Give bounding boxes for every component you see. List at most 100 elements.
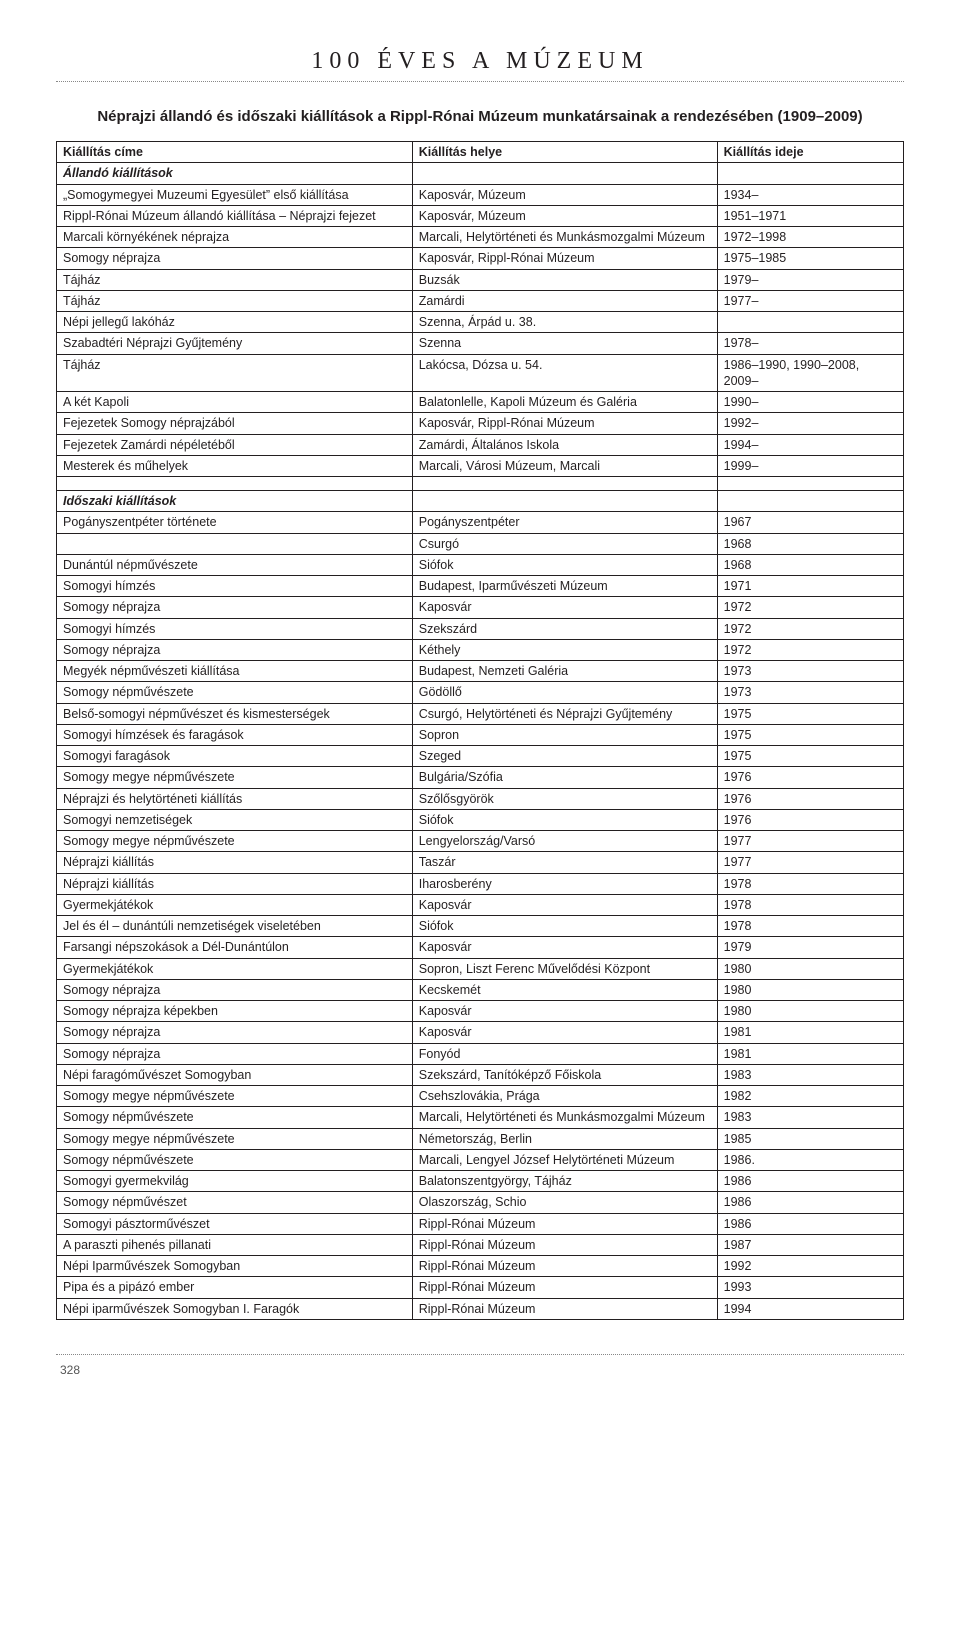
spacer-cell bbox=[717, 477, 903, 491]
table-row: Somogyi faragásokSzeged1975 bbox=[57, 746, 904, 767]
page-title: 100 ÉVES A MÚZEUM bbox=[56, 48, 904, 75]
table-spacer-row bbox=[57, 477, 904, 491]
table-row: Dunántúl népművészeteSiófok1968 bbox=[57, 554, 904, 575]
cell-time: 1951–1971 bbox=[717, 205, 903, 226]
table-row: Farsangi népszokások a Dél-DunántúlonKap… bbox=[57, 937, 904, 958]
table-header-row: Kiállítás címe Kiállítás helye Kiállítás… bbox=[57, 142, 904, 163]
cell-place: Rippl-Rónai Múzeum bbox=[412, 1234, 717, 1255]
cell-place: Rippl-Rónai Múzeum bbox=[412, 1256, 717, 1277]
cell-time: 1992 bbox=[717, 1256, 903, 1277]
cell-time: 1976 bbox=[717, 809, 903, 830]
cell-title: Dunántúl népművészete bbox=[57, 554, 413, 575]
cell-time: 1993 bbox=[717, 1277, 903, 1298]
cell-place: Kaposvár bbox=[412, 597, 717, 618]
cell-title: Népi iparművészek Somogyban I. Faragók bbox=[57, 1298, 413, 1319]
table-row: Somogyi hímzések és faragásokSopron1975 bbox=[57, 724, 904, 745]
cell-place: Rippl-Rónai Múzeum bbox=[412, 1213, 717, 1234]
spacer-cell bbox=[57, 477, 413, 491]
cell-place: Siófok bbox=[412, 809, 717, 830]
cell-place: Zamárdi bbox=[412, 290, 717, 311]
cell-place: Kaposvár, Rippl-Rónai Múzeum bbox=[412, 413, 717, 434]
table-row: Somogy megye népművészeteBulgária/Szófia… bbox=[57, 767, 904, 788]
cell-time: 1973 bbox=[717, 682, 903, 703]
document-page: 100 ÉVES A MÚZEUM Néprajzi állandó és id… bbox=[0, 0, 960, 1409]
cell-time: 1977 bbox=[717, 852, 903, 873]
cell-title: „Somogymegyei Muzeumi Egyesület” első ki… bbox=[57, 184, 413, 205]
cell-place: Szekszárd bbox=[412, 618, 717, 639]
cell-place: Rippl-Rónai Múzeum bbox=[412, 1298, 717, 1319]
table-row: Néprajzi kiállításIharosberény1978 bbox=[57, 873, 904, 894]
page-subtitle: Néprajzi állandó és időszaki kiállítások… bbox=[56, 108, 904, 125]
cell-title: Somogy néprajza bbox=[57, 979, 413, 1000]
cell-title: Somogyi hímzés bbox=[57, 576, 413, 597]
table-row: Somogyi hímzésSzekszárd1972 bbox=[57, 618, 904, 639]
cell-title: Mesterek és műhelyek bbox=[57, 455, 413, 476]
cell-place: Kecskemét bbox=[412, 979, 717, 1000]
table-row: Népi Iparművészek SomogybanRippl-Rónai M… bbox=[57, 1256, 904, 1277]
cell-place: Sopron, Liszt Ferenc Művelődési Központ bbox=[412, 958, 717, 979]
cell-place: Marcali, Helytörténeti és Munkásmozgalmi… bbox=[412, 1107, 717, 1128]
cell-time: 1972 bbox=[717, 639, 903, 660]
cell-place: Csehszlovákia, Prága bbox=[412, 1086, 717, 1107]
cell-place: Kaposvár bbox=[412, 1022, 717, 1043]
table-row: Népi faragóművészet SomogybanSzekszárd, … bbox=[57, 1064, 904, 1085]
cell-time: 1986. bbox=[717, 1149, 903, 1170]
cell-title: Rippl-Rónai Múzeum állandó kiállítása – … bbox=[57, 205, 413, 226]
cell-time: 1975 bbox=[717, 703, 903, 724]
cell-title: Somogy megye népművészete bbox=[57, 831, 413, 852]
table-row: „Somogymegyei Muzeumi Egyesület” első ki… bbox=[57, 184, 904, 205]
cell-time: 1983 bbox=[717, 1107, 903, 1128]
table-row: Somogy néprajzaKecskemét1980 bbox=[57, 979, 904, 1000]
cell-time: 1971 bbox=[717, 576, 903, 597]
cell-title: Néprajzi és helytörténeti kiállítás bbox=[57, 788, 413, 809]
table-row: Fejezetek Zamárdi népéletébőlZamárdi, Ál… bbox=[57, 434, 904, 455]
cell-title: A paraszti pihenés pillanati bbox=[57, 1234, 413, 1255]
cell-title: Somogyi hímzés bbox=[57, 618, 413, 639]
cell-title: Néprajzi kiállítás bbox=[57, 873, 413, 894]
cell-title: Somogyi hímzések és faragások bbox=[57, 724, 413, 745]
cell-title: Tájház bbox=[57, 269, 413, 290]
cell-title: Jel és él – dunántúli nemzetiségek visel… bbox=[57, 916, 413, 937]
table-row: Népi jellegű lakóházSzenna, Árpád u. 38. bbox=[57, 312, 904, 333]
cell-place: Csurgó bbox=[412, 533, 717, 554]
table-row: Somogy népművészetOlaszország, Schio1986 bbox=[57, 1192, 904, 1213]
cell-time: 1980 bbox=[717, 1001, 903, 1022]
exhibitions-table: Kiállítás címe Kiállítás helye Kiállítás… bbox=[56, 141, 904, 1320]
cell-place: Kaposvár, Rippl-Rónai Múzeum bbox=[412, 248, 717, 269]
cell-place: Szenna bbox=[412, 333, 717, 354]
cell-title: Somogy néprajza bbox=[57, 1022, 413, 1043]
cell-title: Pipa és a pipázó ember bbox=[57, 1277, 413, 1298]
section-empty-cell bbox=[412, 163, 717, 184]
cell-time: 1986 bbox=[717, 1171, 903, 1192]
table-row: Somogy néprajzaKaposvár, Rippl-Rónai Múz… bbox=[57, 248, 904, 269]
cell-place: Iharosberény bbox=[412, 873, 717, 894]
table-row: Pipa és a pipázó emberRippl-Rónai Múzeum… bbox=[57, 1277, 904, 1298]
cell-place: Pogányszentpéter bbox=[412, 512, 717, 533]
section-empty-cell bbox=[717, 163, 903, 184]
cell-title: Fejezetek Somogy néprajzából bbox=[57, 413, 413, 434]
table-row: Somogy néprajzaFonyód1981 bbox=[57, 1043, 904, 1064]
table-row: Somogy néprajzaKaposvár1981 bbox=[57, 1022, 904, 1043]
cell-time: 1986 bbox=[717, 1192, 903, 1213]
cell-title: Somogy megye népművészete bbox=[57, 1086, 413, 1107]
cell-time: 1976 bbox=[717, 788, 903, 809]
footer-rule bbox=[56, 1354, 904, 1355]
cell-time: 1972 bbox=[717, 597, 903, 618]
cell-place: Sopron bbox=[412, 724, 717, 745]
cell-title: Farsangi népszokások a Dél-Dunántúlon bbox=[57, 937, 413, 958]
cell-time: 1978 bbox=[717, 894, 903, 915]
cell-place: Szekszárd, Tanítóképző Főiskola bbox=[412, 1064, 717, 1085]
cell-place: Taszár bbox=[412, 852, 717, 873]
cell-place: Fonyód bbox=[412, 1043, 717, 1064]
cell-time: 1973 bbox=[717, 661, 903, 682]
table-row: Jel és él – dunántúli nemzetiségek visel… bbox=[57, 916, 904, 937]
spacer-cell bbox=[412, 477, 717, 491]
cell-time: 1981 bbox=[717, 1022, 903, 1043]
table-row: Mesterek és műhelyekMarcali, Városi Múze… bbox=[57, 455, 904, 476]
table-row: Néprajzi kiállításTaszár1977 bbox=[57, 852, 904, 873]
cell-place: Olaszország, Schio bbox=[412, 1192, 717, 1213]
cell-title: Fejezetek Zamárdi népéletéből bbox=[57, 434, 413, 455]
table-row: Somogyi gyermekvilágBalatonszentgyörgy, … bbox=[57, 1171, 904, 1192]
cell-title: Somogy néprajza bbox=[57, 248, 413, 269]
cell-place: Bulgária/Szófia bbox=[412, 767, 717, 788]
